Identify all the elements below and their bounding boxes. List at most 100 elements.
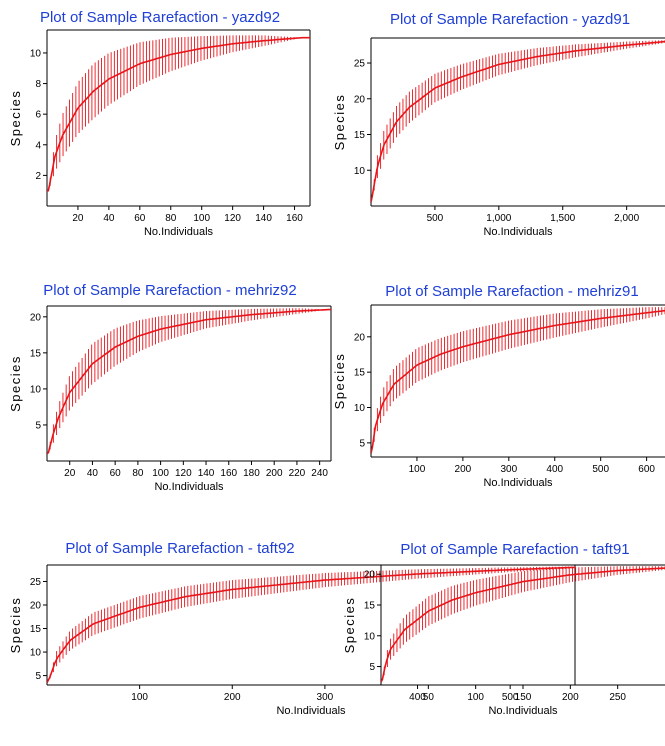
y-tick-label: 5 — [35, 671, 41, 682]
charts-layer: Plot of Sample Rarefaction - yazd92 20 40 6… — [8, 9, 665, 717]
x-tick-label: 400 — [409, 692, 426, 703]
x-tick-label: 2,000 — [614, 213, 639, 224]
x-tick-label: 100 — [152, 468, 169, 479]
chart-title: Plot of Sample Rarefaction - taft91 — [400, 541, 629, 558]
x-axis-label: No.Individuals — [144, 226, 214, 238]
y-axis-label: Species — [8, 355, 23, 412]
y-tick-label: 5 — [369, 662, 375, 673]
rarefaction-curve — [47, 36, 310, 192]
x-axis-label: No.Individuals — [488, 705, 558, 717]
x-tick-label: 500 — [427, 213, 444, 224]
y-axis-label: Species — [342, 597, 357, 654]
y-tick-label: 25 — [354, 59, 366, 70]
y-tick-label: 15 — [30, 624, 42, 635]
x-axis-label: No.Individuals — [154, 481, 224, 493]
x-tick-label: 220 — [289, 468, 306, 479]
x-tick-label: 120 — [175, 468, 192, 479]
rarefaction-curve — [371, 40, 665, 203]
x-tick-label: 160 — [220, 468, 237, 479]
chart-panel: Plot of Sample Rarefaction - taft91 50 100… — [342, 541, 665, 717]
y-tick-label: 25 — [30, 577, 42, 588]
y-tick-label: 10 — [30, 384, 42, 395]
x-tick-label: 200 — [224, 692, 241, 703]
y-tick-label: 6 — [35, 110, 41, 121]
rarefaction-curve — [47, 308, 331, 455]
x-tick-label: 180 — [243, 468, 260, 479]
x-tick-label: 150 — [515, 692, 532, 703]
x-tick-label: 100 — [467, 692, 484, 703]
x-tick-label: 300 — [317, 692, 334, 703]
y-tick-label: 8 — [35, 79, 41, 90]
x-tick-label: 400 — [546, 464, 563, 475]
x-tick-label: 50 — [423, 692, 435, 703]
x-tick-label: 1,000 — [486, 213, 511, 224]
y-tick-label: 2 — [35, 171, 41, 182]
chart-panel: Plot of Sample Rarefaction - taft92 100 20… — [8, 540, 576, 717]
y-tick-label: 10 — [354, 166, 366, 177]
chart-title: Plot of Sample Rarefaction - mehriz91 — [385, 283, 638, 300]
y-tick-label: 15 — [354, 368, 366, 379]
y-tick-label: 10 — [364, 631, 376, 642]
plot-area — [47, 308, 331, 455]
y-tick-label: 10 — [354, 403, 366, 414]
rarefaction-curve — [371, 309, 665, 454]
y-tick-label: 20 — [30, 312, 42, 323]
x-tick-label: 60 — [110, 468, 122, 479]
rarefaction-curve — [47, 566, 575, 683]
y-tick-label: 15 — [364, 601, 376, 612]
y-axis-label: Species — [332, 94, 347, 151]
x-tick-label: 600 — [638, 464, 655, 475]
y-tick-label: 20 — [354, 332, 366, 343]
y-tick-label: 15 — [30, 348, 42, 359]
x-tick-label: 500 — [502, 692, 519, 703]
y-axis-label: Species — [8, 597, 23, 654]
x-tick-label: 240 — [311, 468, 328, 479]
chart-panel: Plot of Sample Rarefaction - yazd92 20 40 6… — [8, 9, 311, 238]
x-tick-label: 120 — [224, 213, 241, 224]
y-tick-label: 20 — [30, 601, 42, 612]
x-tick-label: 500 — [592, 464, 609, 475]
rarefaction-curve — [381, 567, 665, 683]
y-tick-label: 5 — [35, 420, 41, 431]
plot-area — [47, 35, 310, 192]
chart-panel: Plot of Sample Rarefaction - yazd91 500 1,… — [332, 11, 665, 238]
y-tick-label: 5 — [359, 438, 365, 449]
chart-panel: Plot of Sample Rarefaction - mehriz92 20 4… — [8, 282, 332, 493]
x-axis-label: No.Individuals — [483, 226, 553, 238]
y-tick-label: 20 — [354, 94, 366, 105]
x-tick-label: 160 — [286, 213, 303, 224]
x-tick-label: 100 — [409, 464, 426, 475]
x-axis-label: No.Individuals — [483, 477, 553, 489]
plot-area — [371, 307, 665, 454]
x-tick-label: 40 — [87, 468, 99, 479]
x-tick-label: 80 — [132, 468, 144, 479]
y-tick-label: 10 — [30, 48, 42, 59]
y-axis-label: Species — [332, 353, 347, 410]
x-tick-label: 20 — [64, 468, 76, 479]
x-tick-label: 80 — [165, 213, 177, 224]
x-tick-label: 250 — [609, 692, 626, 703]
chart-title: Plot of Sample Rarefaction - yazd92 — [40, 9, 280, 26]
x-tick-label: 300 — [500, 464, 517, 475]
plot-area — [47, 566, 575, 683]
chart-panel: Plot of Sample Rarefaction - mehriz91 100… — [332, 283, 665, 489]
x-tick-label: 100 — [193, 213, 210, 224]
x-axis-label: No.Individuals — [276, 705, 346, 717]
x-tick-label: 200 — [562, 692, 579, 703]
x-tick-label: 1,500 — [550, 213, 575, 224]
x-tick-label: 140 — [198, 468, 215, 479]
x-tick-label: 20 — [72, 213, 84, 224]
y-tick-label: 4 — [35, 140, 41, 151]
x-tick-label: 140 — [255, 213, 272, 224]
y-axis-label: Species — [8, 90, 23, 147]
chart-title: Plot of Sample Rarefaction - yazd91 — [390, 11, 630, 28]
y-tick-label: 10 — [30, 648, 42, 659]
plot-area — [371, 40, 665, 203]
x-tick-label: 200 — [266, 468, 283, 479]
x-tick-label: 200 — [455, 464, 472, 475]
x-tick-label: 100 — [131, 692, 148, 703]
chart-title: Plot of Sample Rarefaction - mehriz92 — [43, 282, 296, 299]
y-tick-label: 20 — [364, 570, 376, 581]
chart-title: Plot of Sample Rarefaction - taft92 — [65, 540, 294, 557]
x-tick-label: 40 — [103, 213, 115, 224]
